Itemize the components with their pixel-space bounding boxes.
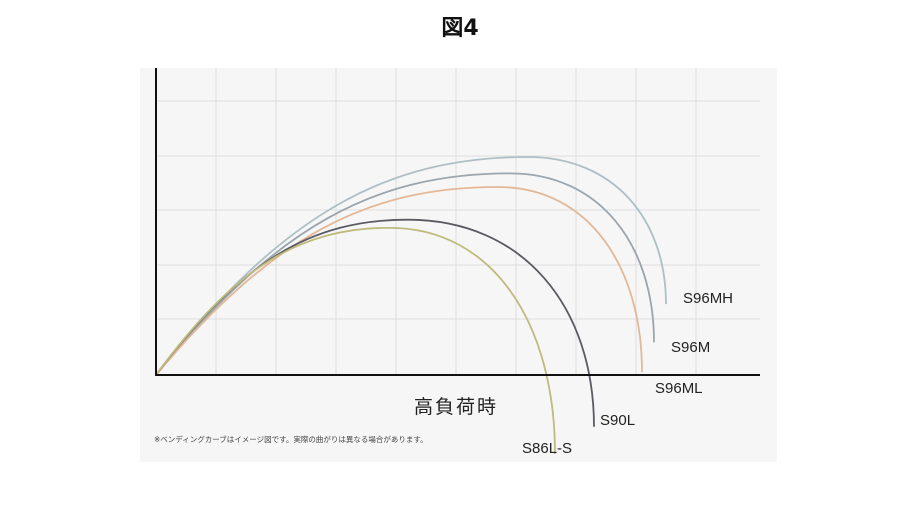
curve-s96ml: [155, 186, 643, 376]
bending-curve-chart: 高負荷時 ※ベンディングカーブはイメージ図です。実際の曲がりは異なる場合がありま…: [154, 68, 760, 457]
series-label-s96m: S96M: [671, 339, 710, 356]
x-axis-label: 高負荷時: [414, 396, 498, 418]
curve-s86l-s: [155, 226, 556, 455]
curve-series: [155, 156, 667, 455]
series-label-s86l-s: S86L-S: [522, 440, 572, 457]
curve-s96mh: [155, 156, 667, 376]
series-label-s96ml: S96ML: [655, 380, 703, 397]
series-labels: S96MH S96M S96ML S90L S86L-S: [522, 290, 733, 457]
series-label-s90l: S90L: [600, 412, 635, 429]
chart-panel: 高負荷時 ※ベンディングカーブはイメージ図です。実際の曲がりは異なる場合がありま…: [140, 68, 777, 462]
series-label-s96mh: S96MH: [683, 290, 733, 307]
curve-s96m: [155, 172, 655, 376]
grid: [156, 68, 760, 374]
figure-title: 図4: [441, 16, 479, 41]
disclaimer-note: ※ベンディングカーブはイメージ図です。実際の曲がりは異なる場合があります。: [154, 434, 428, 444]
